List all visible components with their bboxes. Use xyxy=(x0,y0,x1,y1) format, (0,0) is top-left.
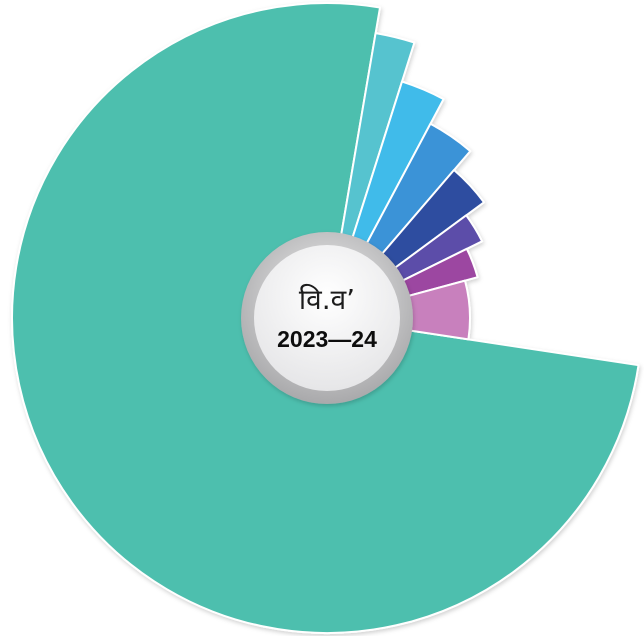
center-label-title: वि.व’ xyxy=(299,283,355,316)
center-badge-face xyxy=(254,245,400,391)
center-badge: वि.व’ 2023—24 xyxy=(241,232,413,404)
center-label-year: 2023—24 xyxy=(277,326,377,352)
